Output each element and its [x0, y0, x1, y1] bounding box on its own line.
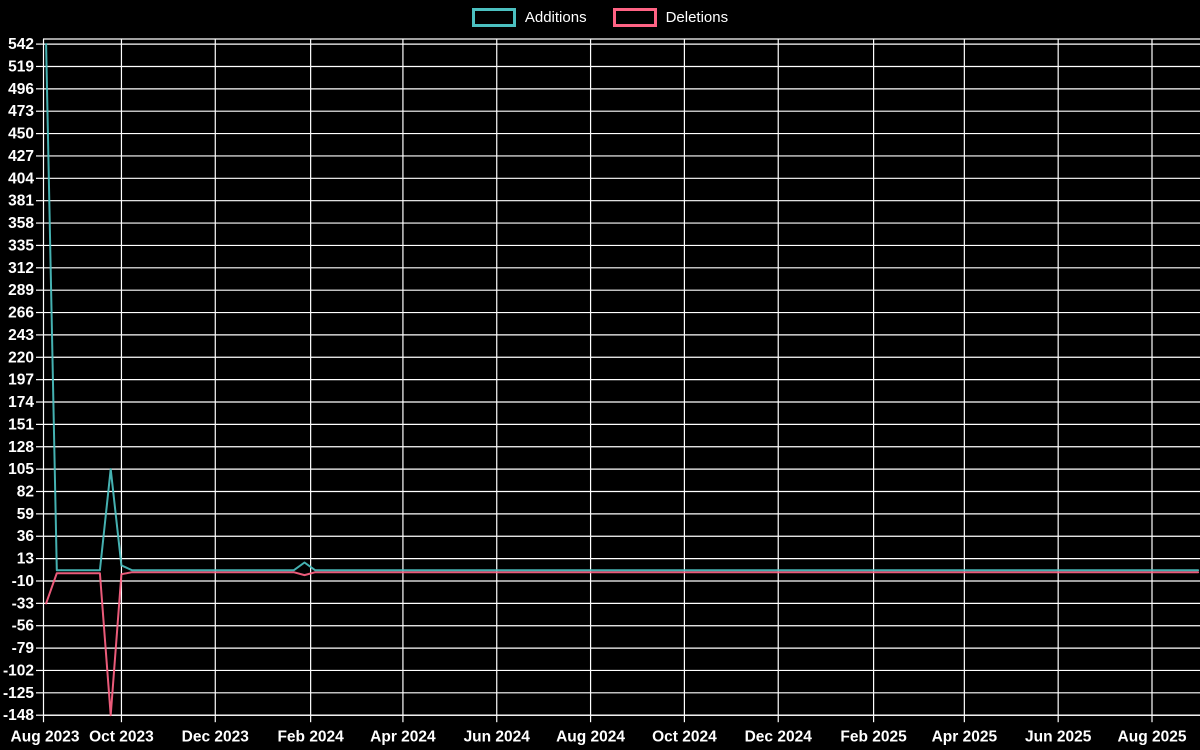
- x-tick-label: Apr 2025: [932, 729, 998, 746]
- additions-line: [45, 43, 1200, 572]
- deletions-swatch-icon: [612, 8, 657, 27]
- chart-legend: Additions Deletions: [0, 8, 1200, 27]
- x-tick-label: Aug 2025: [1118, 729, 1187, 746]
- y-tick-label: 335: [8, 237, 34, 254]
- x-tick-label: Oct 2024: [652, 729, 717, 746]
- y-tick-label: 450: [8, 126, 34, 143]
- y-tick-label: -10: [12, 573, 34, 590]
- y-tick-label: -56: [12, 618, 35, 635]
- y-tick-label: 381: [8, 193, 34, 210]
- additions-swatch-icon: [471, 8, 516, 27]
- x-tick-label: Apr 2024: [370, 729, 436, 746]
- y-tick-label: -79: [12, 640, 35, 657]
- y-tick-label: -102: [3, 662, 34, 679]
- x-tick-label: Jun 2024: [464, 729, 531, 746]
- y-tick-label: 312: [8, 260, 34, 277]
- y-tick-label: -125: [3, 685, 34, 702]
- y-tick-label: 13: [17, 551, 35, 568]
- x-tick-label: Dec 2023: [182, 729, 250, 746]
- x-tick-label: Dec 2024: [745, 729, 813, 746]
- x-tick-label: Feb 2025: [840, 729, 907, 746]
- y-tick-label: 59: [17, 506, 35, 523]
- y-tick-label: 243: [8, 327, 34, 344]
- y-tick-label: -148: [3, 707, 34, 724]
- y-tick-label: 404: [8, 170, 34, 187]
- y-tick-label: 105: [8, 461, 34, 478]
- y-tick-label: 542: [8, 36, 34, 53]
- y-tick-label: 473: [8, 103, 34, 120]
- y-tick-label: 128: [8, 439, 34, 456]
- legend-item-additions[interactable]: Additions: [471, 8, 587, 27]
- y-tick-label: -33: [12, 595, 35, 612]
- y-tick-label: 427: [8, 148, 34, 165]
- y-tick-label: 220: [8, 349, 34, 366]
- x-tick-label: Aug 2023: [11, 729, 80, 746]
- y-tick-label: 82: [17, 484, 34, 501]
- x-tick-label: Oct 2023: [89, 729, 154, 746]
- y-tick-label: 496: [8, 81, 34, 98]
- x-tick-label: Jun 2025: [1025, 729, 1092, 746]
- y-tick-label: 151: [8, 416, 34, 433]
- y-tick-label: 36: [17, 528, 35, 545]
- legend-item-deletions[interactable]: Deletions: [612, 8, 729, 27]
- y-tick-label: 266: [8, 305, 34, 322]
- x-tick-label: Aug 2024: [556, 729, 625, 746]
- deletions-line: [45, 571, 1200, 717]
- x-tick-label: Feb 2024: [277, 729, 344, 746]
- legend-label-deletions: Deletions: [665, 9, 729, 26]
- y-tick-label: 519: [8, 58, 34, 75]
- y-tick-label: 174: [8, 394, 34, 411]
- legend-label-additions: Additions: [524, 9, 587, 26]
- y-tick-label: 197: [8, 372, 34, 389]
- y-tick-label: 358: [8, 215, 34, 232]
- y-tick-label: 289: [8, 282, 34, 299]
